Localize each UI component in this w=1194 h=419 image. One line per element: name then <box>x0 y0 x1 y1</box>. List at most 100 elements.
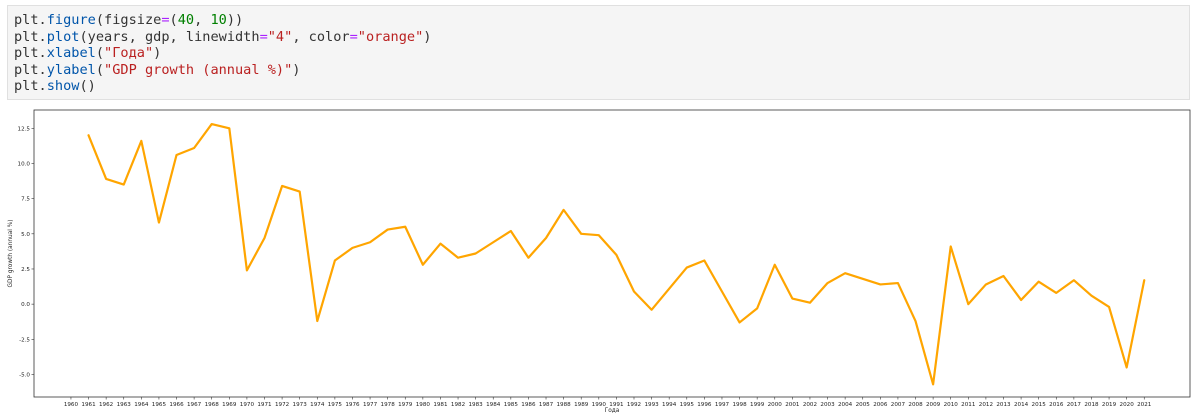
line-chart: 1960 1961 1962 1963 1964 1965 1966 1967 1968 1969… <box>8 109 1191 414</box>
x-tick-label: 1977 <box>363 402 378 408</box>
x-axis-label: Года <box>605 408 620 414</box>
code-token: ylabel <box>46 61 96 78</box>
x-tick-label: 1983 <box>469 402 484 408</box>
x-tick-label: 2020 <box>1120 402 1135 408</box>
x-tick-label: 2008 <box>908 402 923 408</box>
x-tick-label: 2016 <box>1049 402 1064 408</box>
code-token: )) <box>226 12 244 28</box>
plot-area <box>33 109 1191 398</box>
code-token: "orange" <box>357 28 424 45</box>
code-token: ( <box>95 45 105 62</box>
code-token: (years, gdp, linewidth <box>79 28 260 45</box>
code-token: plt. <box>14 12 47 28</box>
x-tick-label: 1999 <box>750 402 765 408</box>
x-tick-label: 1986 <box>521 402 536 408</box>
x-tick-label: 1974 <box>310 402 325 408</box>
x-tick-label: 2006 <box>873 402 888 408</box>
code-token: = <box>349 28 358 45</box>
x-tick-label: 1969 <box>222 402 237 408</box>
x-tick-label: 2015 <box>1032 402 1047 408</box>
code-token: 10 <box>210 12 227 28</box>
code-token: , color <box>292 28 350 45</box>
code-token: ) <box>292 61 301 78</box>
x-tick-label: 1966 <box>169 402 184 408</box>
x-tick-label: 1997 <box>715 402 730 408</box>
code-token: 40 <box>177 12 195 28</box>
y-tick-label: 10.0 <box>18 161 31 167</box>
code-token: = <box>161 12 170 28</box>
x-tick-label: 2005 <box>856 402 871 408</box>
code-token: show <box>46 78 80 95</box>
x-tick-label: 1961 <box>81 402 96 408</box>
x-tick-label: 2011 <box>961 402 976 408</box>
x-tick-label: 1984 <box>486 402 501 408</box>
x-tick-label: 1989 <box>574 402 589 408</box>
y-tick-label: -5.0 <box>19 372 30 378</box>
x-tick-label: 1967 <box>187 402 202 408</box>
code-cell[interactable]: plt.figure(figsize=(40, 10)) plt.plot(yea… <box>7 5 1190 100</box>
code-token: "GDP growth (annual %)" <box>104 61 293 78</box>
x-tick-label: 1970 <box>240 402 255 408</box>
code-line: plt.plot(years, gdp, linewidth="4", colo… <box>14 29 1183 46</box>
x-tick-label: 2012 <box>979 402 993 408</box>
code-token: ( <box>169 12 178 28</box>
x-tick-label: 1995 <box>680 402 695 408</box>
code-token: plt. <box>14 78 47 95</box>
code-token: plt. <box>14 61 47 78</box>
gdp-growth-line <box>87 122 1146 386</box>
x-tick-label: 2007 <box>891 402 906 408</box>
code-token: "Года" <box>104 45 154 62</box>
x-tick-label: 2002 <box>803 402 817 408</box>
code-token: "4" <box>267 28 293 45</box>
x-tick-label: 1972 <box>275 402 289 408</box>
x-tick-label: 1962 <box>99 402 113 408</box>
code-token: = <box>259 28 268 45</box>
y-tick-label: -2.5 <box>19 337 30 343</box>
x-tick-label: 2010 <box>944 402 959 408</box>
x-tick-label: 2009 <box>926 402 941 408</box>
code-token: , <box>194 12 211 28</box>
y-tick-label: 12.5 <box>18 126 31 132</box>
x-tick-label: 1988 <box>556 402 571 408</box>
code-line: plt.ylabel("GDP growth (annual %)") <box>14 62 1183 79</box>
code-line: plt.figure(figsize=(40, 10)) <box>14 12 1183 29</box>
x-tick-label: 1971 <box>257 402 272 408</box>
code-line: plt.show() <box>14 78 1183 95</box>
y-axis-label: GDP growth (annual %) <box>8 220 14 288</box>
x-tick-label: 1965 <box>152 402 167 408</box>
x-tick-label: 2004 <box>838 402 853 408</box>
x-tick-label: 2018 <box>1084 402 1099 408</box>
x-tick-label: 2017 <box>1067 402 1082 408</box>
code-token: ( <box>95 61 105 78</box>
x-tick-label: 1963 <box>117 402 132 408</box>
x-tick-label: 1976 <box>345 402 360 408</box>
x-tick-label: 1992 <box>627 402 641 408</box>
y-tick-label: 5.0 <box>21 232 30 238</box>
x-tick-label: 1980 <box>416 402 431 408</box>
x-tick-label: 2019 <box>1102 402 1117 408</box>
x-tick-label: 2003 <box>820 402 835 408</box>
x-tick-label: 1964 <box>134 402 149 408</box>
x-tick-label: 1994 <box>662 402 677 408</box>
x-tick-label: 1987 <box>539 402 554 408</box>
x-tick-label: 1990 <box>592 402 607 408</box>
y-tick-label: 7.5 <box>21 197 30 203</box>
code-token: ) <box>423 28 432 45</box>
code-token: xlabel <box>46 45 96 62</box>
code-token: ) <box>153 45 162 62</box>
x-tick-label: 1991 <box>609 402 624 408</box>
x-tick-label: 1978 <box>381 402 396 408</box>
x-tick-label: 1968 <box>205 402 220 408</box>
code-token: plt. <box>14 45 47 62</box>
x-tick-label: 2013 <box>996 402 1011 408</box>
x-tick-label: 1982 <box>451 402 465 408</box>
x-tick-label: 1960 <box>64 402 79 408</box>
x-tick-label: 1985 <box>504 402 519 408</box>
y-tick-label: 2.5 <box>21 267 30 273</box>
x-tick-label: 2021 <box>1137 402 1152 408</box>
code-line: plt.xlabel("Года") <box>14 45 1183 62</box>
code-token: plt. <box>14 28 47 45</box>
code-editor[interactable]: plt.figure(figsize=(40, 10)) plt.plot(yea… <box>14 12 1183 95</box>
x-tick-label: 2001 <box>785 402 800 408</box>
x-tick-label: 1973 <box>293 402 308 408</box>
